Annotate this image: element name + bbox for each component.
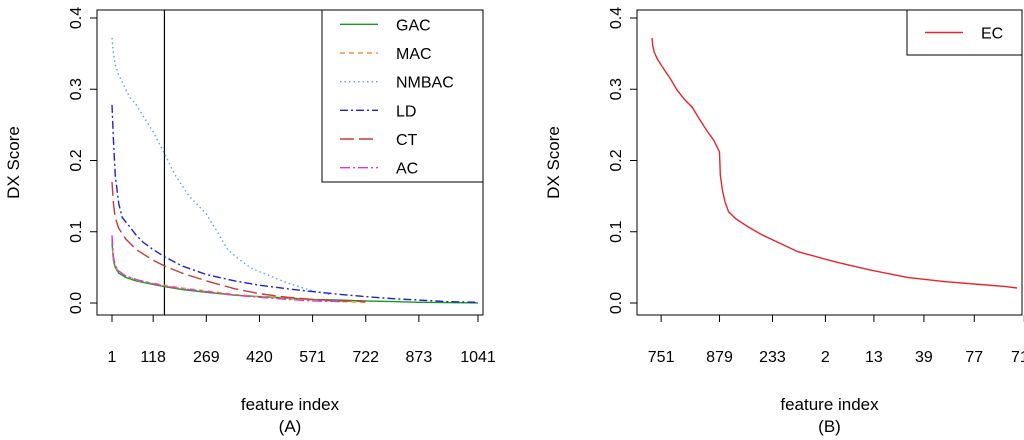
x-tick-label: 2	[821, 349, 830, 366]
series-line-gac	[111, 242, 479, 304]
legend-label-ac: AC	[396, 161, 418, 178]
y-tick-label: 0.3	[608, 78, 625, 100]
y-tick-label: 0.1	[608, 221, 625, 243]
x-tick-label: 420	[246, 349, 273, 366]
y-tick-label: 0.0	[608, 292, 625, 314]
x-tick-label: 39	[915, 349, 933, 366]
plot-frame	[636, 9, 1023, 316]
x-tick-label: 77	[965, 349, 983, 366]
y-axis-title: DX Score	[4, 126, 23, 199]
x-tick-label: 233	[759, 349, 786, 366]
x-tick-label: 713	[1011, 349, 1024, 366]
y-axis-title: DX Score	[544, 126, 563, 199]
x-tick-label: 269	[193, 349, 220, 366]
legend-label-ld: LD	[396, 103, 416, 120]
series-line-mac	[111, 238, 366, 303]
x-axis-title: feature index	[241, 395, 340, 414]
series-line-nmbac	[111, 37, 330, 296]
series-line-ec	[651, 37, 1018, 289]
x-tick-label: 751	[648, 349, 675, 366]
y-tick-label: 0.4	[68, 7, 85, 29]
series-line-ct	[111, 181, 366, 303]
legend-box	[906, 9, 1023, 56]
x-tick-label: 722	[352, 349, 379, 366]
legend-label-nmbac: NMBAC	[396, 75, 454, 92]
panel-label: (A)	[279, 417, 302, 436]
y-tick-label: 0.0	[68, 292, 85, 314]
x-tick-label: 879	[706, 349, 733, 366]
legend-label-ct: CT	[396, 132, 418, 149]
legend-label-ec: EC	[981, 26, 1003, 43]
y-tick-label: 0.2	[608, 149, 625, 171]
legend-label-gac: GAC	[396, 17, 431, 34]
y-tick-label: 0.3	[68, 78, 85, 100]
panel-b-line-chart: 0.0 0.1 0.2 0.3 0.4 751 879 233 2 13 39 77 713 featur…	[544, 7, 1024, 436]
legend-box	[321, 9, 484, 183]
series-line-ac	[111, 235, 341, 303]
x-tick-label: 1	[108, 349, 117, 366]
x-tick-label: 571	[299, 349, 326, 366]
y-tick-label: 0.2	[68, 149, 85, 171]
series-line-ld	[111, 104, 479, 303]
x-tick-label: 1041	[460, 349, 496, 366]
panel-label: (B)	[818, 417, 841, 436]
legend-label-mac: MAC	[396, 46, 432, 63]
x-tick-label: 13	[865, 349, 883, 366]
x-tick-label: 873	[406, 349, 433, 366]
x-axis-title: feature index	[780, 395, 879, 414]
panel-a-line-chart: 0.0 0.1 0.2 0.3 0.4 1 118 269 420 571 722 873 1041 fe…	[4, 7, 496, 436]
y-tick-label: 0.4	[608, 7, 625, 29]
x-tick-label: 118	[140, 349, 166, 366]
y-tick-label: 0.1	[68, 221, 85, 243]
